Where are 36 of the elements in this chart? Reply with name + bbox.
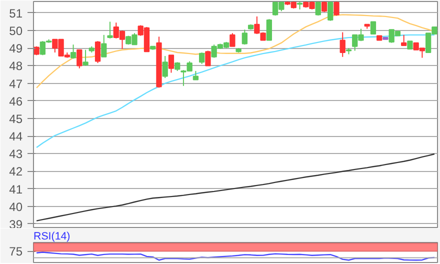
candlestick (205, 50, 211, 66)
candlestick (315, 2, 321, 16)
line-series (36, 34, 436, 148)
y-tick-label: 42 (9, 164, 23, 179)
y-tick-label: 50 (9, 24, 23, 38)
candlestick (230, 32, 236, 47)
y-tick-label: 40 (9, 200, 23, 214)
candlestick (321, 2, 328, 13)
candlestick (70, 44, 76, 60)
candlestick (107, 21, 113, 39)
y-tick-label: 43 (9, 147, 23, 162)
candlestick (340, 32, 346, 58)
band-label: 75 (9, 244, 23, 259)
candlestick (370, 21, 376, 35)
candlestick (266, 18, 272, 41)
line-series (36, 153, 436, 222)
chart-title: RSI(14) (34, 230, 70, 242)
candlestick (162, 56, 168, 79)
y-tick-label: 46 (9, 94, 23, 108)
y-tick-label: 45 (9, 112, 23, 126)
candlestick (242, 29, 248, 46)
y-tick-label: 49 (9, 42, 23, 56)
candlestick (101, 34, 107, 58)
candlestick (199, 52, 205, 64)
y-tick-label: 41 (9, 182, 23, 196)
y-tick-label: 44 (9, 130, 23, 144)
candlestick (76, 49, 82, 69)
y-tick-label: 51 (9, 6, 23, 20)
candlestick (168, 54, 174, 74)
y-tick-label: 47 (9, 76, 23, 91)
candlestick (328, 2, 334, 22)
candlestick (82, 49, 88, 66)
y-tick-label: 48 (9, 59, 23, 74)
candlestick (401, 34, 407, 46)
candlestick (94, 40, 101, 64)
candlestick (334, 2, 340, 16)
